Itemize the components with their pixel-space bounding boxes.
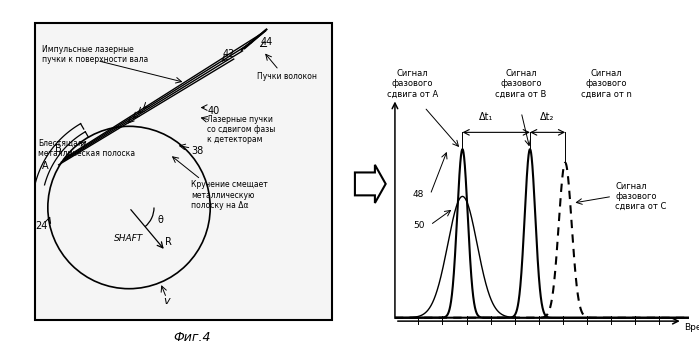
Bar: [36, 23, 332, 320]
Text: 44: 44: [260, 37, 273, 47]
Text: Δt₁: Δt₁: [479, 112, 493, 122]
Text: Лазерные пучки
со сдвигом фазы
к детекторам: Лазерные пучки со сдвигом фазы к детекто…: [207, 115, 275, 144]
Text: R: R: [165, 237, 172, 247]
Text: SHAFT: SHAFT: [115, 234, 144, 243]
Text: 38: 38: [192, 146, 203, 156]
Text: Импульсные лазерные
пучки к поверхности вала: Импульсные лазерные пучки к поверхности …: [41, 45, 147, 64]
Text: Δt₂: Δt₂: [540, 112, 555, 122]
Text: 48: 48: [413, 190, 424, 199]
Text: Пучки волокон: Пучки волокон: [257, 72, 317, 81]
Text: 24: 24: [36, 221, 48, 231]
Text: θ: θ: [157, 215, 163, 225]
Text: Сигнал
фазового
сдвига от В: Сигнал фазового сдвига от В: [496, 69, 547, 99]
Text: Кручение смещает
металлическую
полоску на Δα: Кручение смещает металлическую полоску н…: [192, 180, 268, 210]
Text: 42: 42: [223, 50, 235, 59]
Text: v: v: [163, 296, 170, 306]
Text: 50: 50: [413, 221, 424, 230]
Text: A: A: [41, 161, 48, 171]
Text: Фиг.4: Фиг.4: [173, 331, 211, 344]
Text: Сигнал
фазового
сдвига от n: Сигнал фазового сдвига от n: [581, 69, 632, 99]
Text: Сигнал
фазового
сдвига от С: Сигнал фазового сдвига от С: [615, 181, 666, 211]
FancyArrow shape: [355, 165, 386, 203]
Text: Блестящая
металлическая полоска: Блестящая металлическая полоска: [38, 138, 136, 158]
Text: Время: Время: [684, 323, 699, 332]
Text: Сигнал
фазового
сдвига от А: Сигнал фазового сдвига от А: [387, 69, 438, 99]
Text: B: B: [55, 144, 62, 154]
Text: 40: 40: [207, 106, 219, 116]
